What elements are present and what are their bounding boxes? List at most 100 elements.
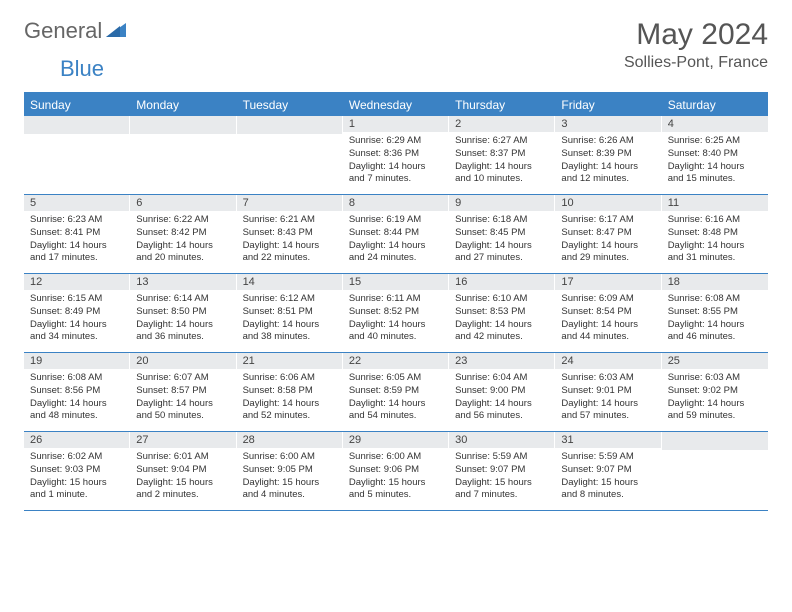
sunrise-text: Sunrise: 6:00 AM bbox=[243, 451, 337, 464]
day-num-empty bbox=[662, 432, 768, 450]
day-num: 10 bbox=[555, 195, 661, 211]
day-content: Sunrise: 6:00 AMSunset: 9:06 PMDaylight:… bbox=[343, 448, 449, 507]
daylight-text: Daylight: 14 hours and 17 minutes. bbox=[30, 240, 124, 266]
sunset-text: Sunset: 9:06 PM bbox=[349, 464, 443, 477]
day-cell: 26Sunrise: 6:02 AMSunset: 9:03 PMDayligh… bbox=[24, 432, 130, 510]
sunrise-text: Sunrise: 6:07 AM bbox=[136, 372, 230, 385]
day-content: Sunrise: 6:07 AMSunset: 8:57 PMDaylight:… bbox=[130, 369, 236, 428]
sunset-text: Sunset: 8:41 PM bbox=[30, 227, 124, 240]
day-num: 24 bbox=[555, 353, 661, 369]
day-header-sat: Saturday bbox=[662, 94, 768, 116]
day-cell: 23Sunrise: 6:04 AMSunset: 9:00 PMDayligh… bbox=[449, 353, 555, 431]
day-cell: 7Sunrise: 6:21 AMSunset: 8:43 PMDaylight… bbox=[237, 195, 343, 273]
daylight-text: Daylight: 15 hours and 5 minutes. bbox=[349, 477, 443, 503]
day-cell: 22Sunrise: 6:05 AMSunset: 8:59 PMDayligh… bbox=[343, 353, 449, 431]
day-content: Sunrise: 6:15 AMSunset: 8:49 PMDaylight:… bbox=[24, 290, 130, 349]
sunrise-text: Sunrise: 5:59 AM bbox=[455, 451, 549, 464]
sunset-text: Sunset: 8:59 PM bbox=[349, 385, 443, 398]
sunrise-text: Sunrise: 6:10 AM bbox=[455, 293, 549, 306]
daylight-text: Daylight: 14 hours and 20 minutes. bbox=[136, 240, 230, 266]
day-cell: 1Sunrise: 6:29 AMSunset: 8:36 PMDaylight… bbox=[343, 116, 449, 194]
sunrise-text: Sunrise: 6:03 AM bbox=[668, 372, 762, 385]
daylight-text: Daylight: 14 hours and 31 minutes. bbox=[668, 240, 762, 266]
day-content: Sunrise: 6:12 AMSunset: 8:51 PMDaylight:… bbox=[237, 290, 343, 349]
month-title: May 2024 bbox=[624, 18, 768, 52]
sunset-text: Sunset: 9:02 PM bbox=[668, 385, 762, 398]
day-content: Sunrise: 5:59 AMSunset: 9:07 PMDaylight:… bbox=[449, 448, 555, 507]
day-cell: 12Sunrise: 6:15 AMSunset: 8:49 PMDayligh… bbox=[24, 274, 130, 352]
sunrise-text: Sunrise: 6:01 AM bbox=[136, 451, 230, 464]
daylight-text: Daylight: 15 hours and 1 minute. bbox=[30, 477, 124, 503]
sunrise-text: Sunrise: 6:18 AM bbox=[455, 214, 549, 227]
day-content: Sunrise: 6:01 AMSunset: 9:04 PMDaylight:… bbox=[130, 448, 236, 507]
day-cell: 29Sunrise: 6:00 AMSunset: 9:06 PMDayligh… bbox=[343, 432, 449, 510]
sunrise-text: Sunrise: 6:11 AM bbox=[349, 293, 443, 306]
day-header-fri: Friday bbox=[555, 94, 661, 116]
daylight-text: Daylight: 14 hours and 29 minutes. bbox=[561, 240, 655, 266]
sunrise-text: Sunrise: 6:06 AM bbox=[243, 372, 337, 385]
day-cell: 11Sunrise: 6:16 AMSunset: 8:48 PMDayligh… bbox=[662, 195, 768, 273]
daylight-text: Daylight: 14 hours and 42 minutes. bbox=[455, 319, 549, 345]
day-header-mon: Monday bbox=[130, 94, 236, 116]
day-content: Sunrise: 6:08 AMSunset: 8:56 PMDaylight:… bbox=[24, 369, 130, 428]
day-num-empty bbox=[130, 116, 236, 134]
day-num: 25 bbox=[662, 353, 768, 369]
sunset-text: Sunset: 8:47 PM bbox=[561, 227, 655, 240]
sunrise-text: Sunrise: 6:27 AM bbox=[455, 135, 549, 148]
sunset-text: Sunset: 9:07 PM bbox=[455, 464, 549, 477]
day-content: Sunrise: 6:17 AMSunset: 8:47 PMDaylight:… bbox=[555, 211, 661, 270]
day-cell bbox=[237, 116, 343, 194]
daylight-text: Daylight: 14 hours and 10 minutes. bbox=[455, 161, 549, 187]
day-cell: 31Sunrise: 5:59 AMSunset: 9:07 PMDayligh… bbox=[555, 432, 661, 510]
day-cell: 16Sunrise: 6:10 AMSunset: 8:53 PMDayligh… bbox=[449, 274, 555, 352]
day-content: Sunrise: 6:21 AMSunset: 8:43 PMDaylight:… bbox=[237, 211, 343, 270]
sunset-text: Sunset: 9:03 PM bbox=[30, 464, 124, 477]
daylight-text: Daylight: 14 hours and 12 minutes. bbox=[561, 161, 655, 187]
sunset-text: Sunset: 8:53 PM bbox=[455, 306, 549, 319]
day-cell bbox=[130, 116, 236, 194]
sunset-text: Sunset: 9:00 PM bbox=[455, 385, 549, 398]
day-cell: 15Sunrise: 6:11 AMSunset: 8:52 PMDayligh… bbox=[343, 274, 449, 352]
logo-text-gray: General bbox=[24, 18, 102, 44]
day-cell: 17Sunrise: 6:09 AMSunset: 8:54 PMDayligh… bbox=[555, 274, 661, 352]
day-num: 20 bbox=[130, 353, 236, 369]
day-cell bbox=[24, 116, 130, 194]
week-row: 26Sunrise: 6:02 AMSunset: 9:03 PMDayligh… bbox=[24, 432, 768, 511]
day-cell: 6Sunrise: 6:22 AMSunset: 8:42 PMDaylight… bbox=[130, 195, 236, 273]
day-cell: 19Sunrise: 6:08 AMSunset: 8:56 PMDayligh… bbox=[24, 353, 130, 431]
day-cell: 3Sunrise: 6:26 AMSunset: 8:39 PMDaylight… bbox=[555, 116, 661, 194]
day-header-tue: Tuesday bbox=[237, 94, 343, 116]
daylight-text: Daylight: 14 hours and 57 minutes. bbox=[561, 398, 655, 424]
sunset-text: Sunset: 8:51 PM bbox=[243, 306, 337, 319]
sunset-text: Sunset: 8:40 PM bbox=[668, 148, 762, 161]
sunrise-text: Sunrise: 6:02 AM bbox=[30, 451, 124, 464]
daylight-text: Daylight: 14 hours and 36 minutes. bbox=[136, 319, 230, 345]
sunrise-text: Sunrise: 6:26 AM bbox=[561, 135, 655, 148]
day-cell: 25Sunrise: 6:03 AMSunset: 9:02 PMDayligh… bbox=[662, 353, 768, 431]
day-header-thu: Thursday bbox=[449, 94, 555, 116]
day-cell: 8Sunrise: 6:19 AMSunset: 8:44 PMDaylight… bbox=[343, 195, 449, 273]
sunset-text: Sunset: 8:48 PM bbox=[668, 227, 762, 240]
day-num: 14 bbox=[237, 274, 343, 290]
daylight-text: Daylight: 14 hours and 59 minutes. bbox=[668, 398, 762, 424]
day-num: 6 bbox=[130, 195, 236, 211]
day-content: Sunrise: 6:29 AMSunset: 8:36 PMDaylight:… bbox=[343, 132, 449, 191]
sunset-text: Sunset: 9:05 PM bbox=[243, 464, 337, 477]
day-num-empty bbox=[24, 116, 130, 134]
day-cell: 10Sunrise: 6:17 AMSunset: 8:47 PMDayligh… bbox=[555, 195, 661, 273]
day-cell: 27Sunrise: 6:01 AMSunset: 9:04 PMDayligh… bbox=[130, 432, 236, 510]
day-cell: 14Sunrise: 6:12 AMSunset: 8:51 PMDayligh… bbox=[237, 274, 343, 352]
sunset-text: Sunset: 8:57 PM bbox=[136, 385, 230, 398]
day-num: 9 bbox=[449, 195, 555, 211]
day-num: 19 bbox=[24, 353, 130, 369]
day-content: Sunrise: 6:06 AMSunset: 8:58 PMDaylight:… bbox=[237, 369, 343, 428]
day-cell: 4Sunrise: 6:25 AMSunset: 8:40 PMDaylight… bbox=[662, 116, 768, 194]
day-content: Sunrise: 6:03 AMSunset: 9:02 PMDaylight:… bbox=[662, 369, 768, 428]
sunrise-text: Sunrise: 6:08 AM bbox=[30, 372, 124, 385]
sunrise-text: Sunrise: 6:05 AM bbox=[349, 372, 443, 385]
day-num: 2 bbox=[449, 116, 555, 132]
daylight-text: Daylight: 14 hours and 50 minutes. bbox=[136, 398, 230, 424]
day-content: Sunrise: 6:22 AMSunset: 8:42 PMDaylight:… bbox=[130, 211, 236, 270]
daylight-text: Daylight: 14 hours and 48 minutes. bbox=[30, 398, 124, 424]
sunset-text: Sunset: 8:39 PM bbox=[561, 148, 655, 161]
